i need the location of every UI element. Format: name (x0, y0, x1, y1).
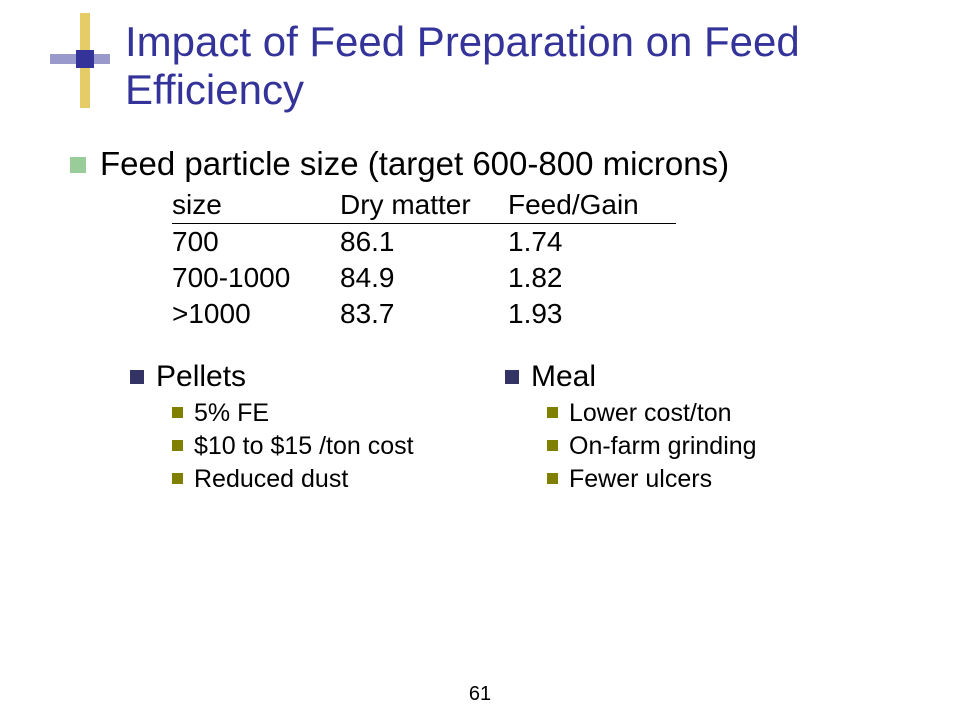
main-bullet-text: Feed particle size (target 600-800 micro… (100, 145, 729, 183)
list-item: $10 to $15 /ton cost (172, 431, 505, 461)
particle-size-table: size Dry matter Feed/Gain 70086.11.74700… (172, 189, 676, 332)
table-cell: 700 (172, 223, 340, 260)
list-item-text: Reduced dust (194, 464, 348, 494)
title-region: Impact of Feed Preparation on Feed Effic… (0, 0, 960, 139)
meal-heading: Meal (531, 360, 596, 394)
table-row: >100083.71.93 (172, 296, 676, 332)
list-item: Fewer ulcers (547, 464, 880, 494)
square-bullet-icon (505, 370, 519, 384)
square-bullet-icon (547, 440, 558, 451)
square-bullet-icon (172, 440, 183, 451)
table-cell: 83.7 (340, 296, 508, 332)
title-decoration (60, 18, 100, 108)
list-item-text: 5% FE (194, 398, 269, 428)
table-cell: >1000 (172, 296, 340, 332)
list-item: On-farm grinding (547, 431, 880, 461)
square-bullet-icon (547, 473, 558, 484)
slide-number: 61 (0, 683, 960, 706)
table-cell: 84.9 (340, 260, 508, 296)
left-column: Pellets 5% FE$10 to $15 /ton costReduced… (130, 356, 505, 497)
col-dry-matter: Dry matter (340, 189, 508, 224)
content-area: Feed particle size (target 600-800 micro… (0, 145, 960, 497)
slide-title: Impact of Feed Preparation on Feed Effic… (125, 18, 920, 115)
square-bullet-icon (172, 473, 183, 484)
table-row: 70086.11.74 (172, 223, 676, 260)
list-item-text: $10 to $15 /ton cost (194, 431, 414, 461)
two-column-region: Pellets 5% FE$10 to $15 /ton costReduced… (130, 356, 880, 497)
deco-square (76, 50, 94, 68)
table-cell: 700-1000 (172, 260, 340, 296)
list-item: 5% FE (172, 398, 505, 428)
list-item: Lower cost/ton (547, 398, 880, 428)
list-item-text: On-farm grinding (569, 431, 757, 461)
list-item-text: Fewer ulcers (569, 464, 712, 494)
table-cell: 1.82 (508, 260, 676, 296)
list-item-text: Lower cost/ton (569, 398, 732, 428)
meal-heading-row: Meal (505, 360, 880, 394)
square-bullet-icon (70, 157, 86, 173)
right-column: Meal Lower cost/tonOn-farm grindingFewer… (505, 356, 880, 497)
pellets-heading-row: Pellets (130, 360, 505, 394)
pellets-heading: Pellets (156, 360, 246, 394)
col-size: size (172, 189, 340, 224)
table-header-row: size Dry matter Feed/Gain (172, 189, 676, 224)
main-bullet-row: Feed particle size (target 600-800 micro… (70, 145, 880, 183)
table-cell: 1.74 (508, 223, 676, 260)
list-item: Reduced dust (172, 464, 505, 494)
col-feed-gain: Feed/Gain (508, 189, 676, 224)
square-bullet-icon (172, 407, 183, 418)
table-row: 700-100084.91.82 (172, 260, 676, 296)
square-bullet-icon (547, 407, 558, 418)
table-cell: 1.93 (508, 296, 676, 332)
square-bullet-icon (130, 370, 144, 384)
table-cell: 86.1 (340, 223, 508, 260)
